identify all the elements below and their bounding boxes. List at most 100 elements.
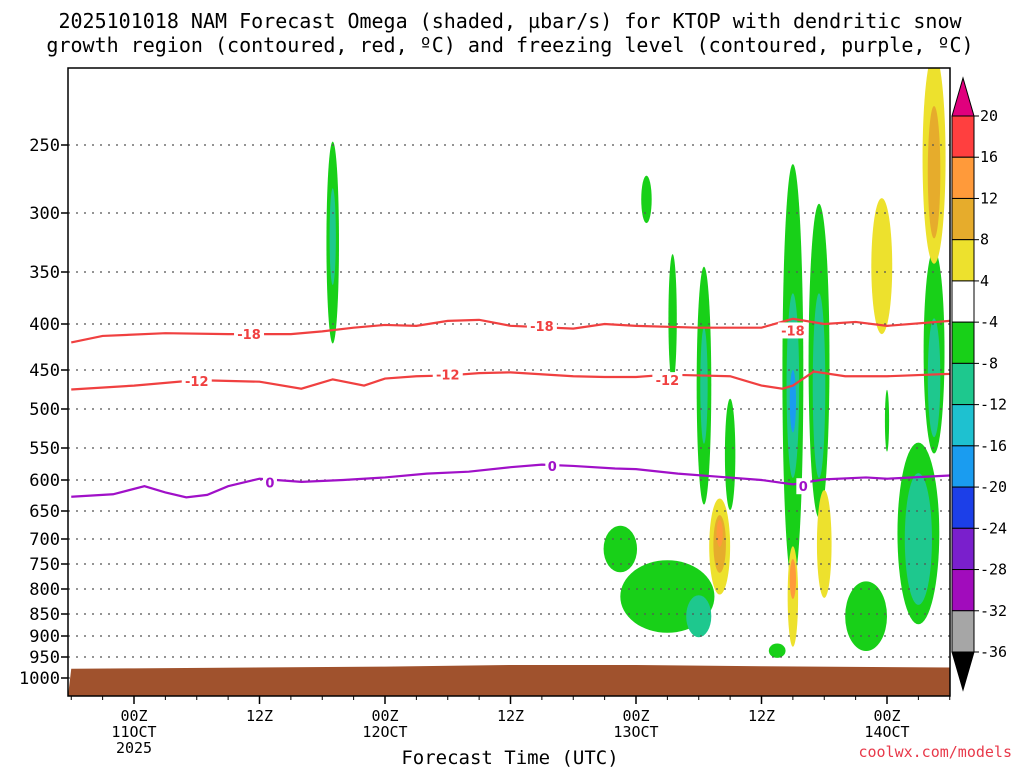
credit-text: coolwx.com/models — [858, 743, 1012, 761]
blob-14oct-d-inner — [789, 559, 797, 599]
colorbar-label: -16 — [980, 437, 1007, 455]
colorbar-band — [951, 362, 975, 406]
colorbar-label: -4 — [980, 313, 998, 331]
colorbar-band — [951, 239, 975, 282]
colorbar-band — [951, 610, 975, 653]
contour-label-bg — [181, 372, 212, 389]
y-tick-label-600: 600 — [29, 471, 60, 491]
blob-14oct-c — [768, 643, 786, 658]
colorbar-band — [951, 404, 975, 447]
chart-title-line-1: 2025101018 NAM Forecast Omega (shaded, µ… — [58, 9, 962, 33]
colorbar-band — [951, 569, 975, 612]
contour--18 — [71, 317, 950, 344]
colorbar-band — [951, 115, 975, 158]
colorbar-band — [951, 486, 975, 529]
contour-label-bg — [262, 474, 277, 491]
y-tick-label-950: 950 — [29, 648, 60, 668]
x-tick-label: 00Z — [371, 707, 398, 725]
colorbar-label: -28 — [980, 561, 1007, 579]
y-tick-label-350: 350 — [29, 263, 60, 283]
x-tick-label: 00Z — [622, 707, 649, 725]
colorbar-bottom-arrow — [951, 651, 975, 692]
x-tick-label: 12OCT — [362, 723, 407, 741]
x-tick-label: 2025 — [116, 739, 152, 757]
colorbar-band — [951, 445, 975, 488]
blob-14oct-f — [845, 581, 887, 651]
colorbar-band — [951, 321, 975, 364]
colorbar-label: 8 — [980, 231, 989, 249]
y-tick-label-750: 750 — [29, 555, 60, 575]
contour-label-bg — [545, 457, 560, 474]
blob-14oct-b-inner — [812, 293, 826, 478]
colorbar-label: -24 — [980, 519, 1007, 537]
ground-surface — [68, 664, 950, 696]
y-tick-label-450: 450 — [29, 361, 60, 381]
x-tick-label: 00Z — [120, 707, 147, 725]
x-tick-label: 14OCT — [864, 723, 909, 741]
x-tick-label: 11OCT — [111, 723, 156, 741]
blob-13oct-low-inner — [686, 595, 712, 638]
blob-14oct-g — [884, 389, 890, 452]
y-tick-label-700: 700 — [29, 530, 60, 550]
contour-label-bg — [432, 366, 463, 383]
contour--12 — [71, 370, 950, 391]
contour-label--12: -12 — [185, 375, 209, 390]
colorbar-label: 4 — [980, 272, 989, 290]
blob-13oct-col-inner — [700, 327, 708, 444]
temperature-contours: -18 -18 -18 -12 -12 -12 0 0 0 — [71, 317, 950, 499]
contour-label-bg — [796, 478, 811, 495]
blob-14oct-e — [816, 490, 832, 598]
y-tick-label-900: 900 — [29, 627, 60, 647]
contour-label-0: 0 — [265, 476, 274, 491]
colorbar-label: -12 — [980, 396, 1007, 414]
x-tick-label: 12Z — [246, 707, 273, 725]
contour-label-bg — [777, 322, 808, 339]
contour-label-bg — [652, 372, 683, 389]
x-tick-label: 12Z — [497, 707, 524, 725]
y-tick-label-1000: 1000 — [19, 669, 60, 689]
colorbar-label: -36 — [980, 643, 1007, 661]
colorbar-label: -32 — [980, 602, 1007, 620]
blob-14oct-k-inner — [927, 106, 941, 239]
y-tick-label-800: 800 — [29, 580, 60, 600]
colorbar-band — [951, 156, 975, 199]
chart-title-line-2: growth region (contoured, red, ºC) and f… — [46, 33, 973, 57]
colorbar-label: 12 — [980, 189, 998, 207]
colorbar: 20 16 12 8 4 -4 -8 -12 -16 -20 -24 -28 -32 -36 — [951, 76, 1007, 692]
plot-frame — [67, 67, 951, 697]
y-tick-label-650: 650 — [29, 502, 60, 522]
blob-14oct-h — [871, 198, 893, 335]
blob-13oct-warm-inner — [716, 519, 723, 547]
blob-13oct-350 — [668, 254, 677, 384]
contour-label--12: -12 — [436, 369, 460, 384]
y-tick-label-850: 850 — [29, 605, 60, 625]
contour-label--18: -18 — [530, 320, 554, 335]
contour-label--12: -12 — [656, 374, 680, 389]
x-tick-label: 12Z — [748, 707, 775, 725]
colorbar-band — [951, 197, 975, 241]
y-tick-label-500: 500 — [29, 400, 60, 420]
y-tick-label-300: 300 — [29, 204, 60, 224]
blob-14oct-a-inner — [789, 370, 797, 433]
contour-label-0: 0 — [799, 480, 808, 495]
y-tick-label-250: 250 — [29, 136, 60, 156]
x-tick-label: 00Z — [873, 707, 900, 725]
colorbar-label: -8 — [980, 354, 998, 372]
contour-label--18: -18 — [781, 324, 805, 339]
blob-14oct-i-inner — [904, 473, 932, 605]
x-axis-label: Forecast Time (UTC) — [401, 747, 618, 768]
blob-12oct-upper-inner — [329, 188, 336, 285]
colorbar-label: -20 — [980, 478, 1007, 496]
y-axis-ticks: 2503003504004505005506006507007508008509… — [19, 136, 68, 689]
blob-13oct-mid-outer — [603, 525, 638, 573]
y-tick-label-550: 550 — [29, 439, 60, 459]
blob-13oct-tiny — [641, 175, 652, 224]
contour-label--18: -18 — [237, 328, 261, 343]
x-tick-label: 13OCT — [613, 723, 658, 741]
colorbar-band — [951, 280, 975, 323]
contour-label-bg — [234, 326, 265, 343]
blob-13oct-thin — [724, 398, 736, 511]
blob-14oct-j-inner — [927, 318, 941, 438]
